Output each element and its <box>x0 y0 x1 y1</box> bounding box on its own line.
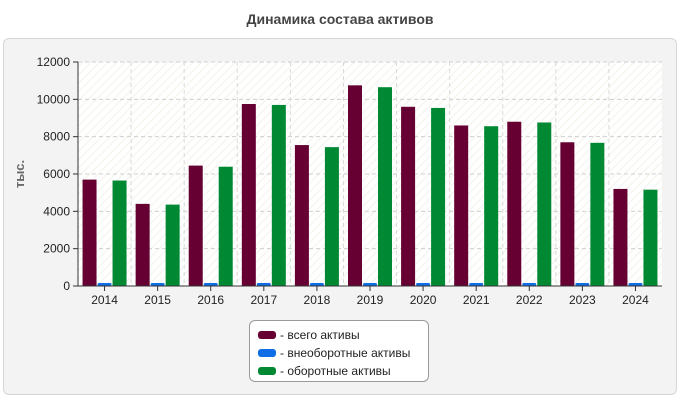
bar-noncurrent-2018 <box>309 283 324 286</box>
legend-swatch-current <box>258 367 276 375</box>
bar-total-2020 <box>401 106 416 286</box>
x-tick-label: 2020 <box>410 293 437 307</box>
bar-current-2019 <box>378 87 392 286</box>
bar-total-2019 <box>348 85 362 286</box>
bar-current-2022 <box>537 122 552 286</box>
x-tick-label: 2022 <box>516 293 543 307</box>
bar-current-2016 <box>218 166 233 286</box>
y-tick-label: 10000 <box>37 92 71 106</box>
bar-current-2014 <box>112 180 127 286</box>
bar-noncurrent-2020 <box>416 283 431 286</box>
x-tick-label: 2016 <box>197 293 224 307</box>
legend-label-current: - оборотные активы <box>280 364 391 378</box>
legend-swatch-total <box>258 331 276 339</box>
x-tick-label: 2023 <box>569 293 596 307</box>
x-tick-label: 2018 <box>304 293 331 307</box>
legend-item-noncurrent: - внеоборотные активы <box>258 344 428 362</box>
bar-noncurrent-2019 <box>363 283 377 286</box>
x-tick-label: 2019 <box>357 293 384 307</box>
legend: - всего активы - внеоборотные активы - о… <box>249 320 429 382</box>
bar-noncurrent-2017 <box>256 283 271 286</box>
bar-total-2014 <box>82 179 97 286</box>
bar-total-2017 <box>241 104 256 286</box>
bar-noncurrent-2016 <box>203 283 218 286</box>
y-tick-label: 4000 <box>43 204 70 218</box>
bar-noncurrent-2022 <box>522 283 537 286</box>
bar-total-2015 <box>135 203 150 286</box>
bar-noncurrent-2015 <box>150 283 165 286</box>
legend-item-total: - всего активы <box>258 326 428 344</box>
y-tick-label: 2000 <box>43 242 70 256</box>
bar-noncurrent-2021 <box>469 283 484 286</box>
y-axis-label: тыс. <box>12 160 27 188</box>
bar-total-2016 <box>188 165 203 286</box>
y-tick-label: 12000 <box>37 55 71 69</box>
bar-noncurrent-2024 <box>628 283 643 286</box>
bar-noncurrent-2023 <box>575 283 590 286</box>
bar-current-2023 <box>590 142 605 286</box>
x-tick-label: 2014 <box>91 293 118 307</box>
legend-label-total: - всего активы <box>280 328 360 342</box>
legend-item-current: - оборотные активы <box>258 362 428 380</box>
bar-total-2022 <box>507 121 522 286</box>
bar-current-2018 <box>324 147 339 286</box>
bar-total-2023 <box>560 142 575 286</box>
bar-current-2021 <box>484 126 499 286</box>
bar-total-2024 <box>613 188 628 286</box>
bar-total-2021 <box>454 125 469 286</box>
bar-current-2020 <box>431 107 446 286</box>
bar-current-2024 <box>643 189 658 286</box>
x-tick-label: 2017 <box>250 293 277 307</box>
bar-current-2017 <box>271 104 286 286</box>
bar-total-2018 <box>294 145 309 286</box>
y-tick-label: 6000 <box>43 167 70 181</box>
x-tick-label: 2024 <box>622 293 649 307</box>
x-tick-label: 2015 <box>144 293 171 307</box>
y-tick-label: 8000 <box>43 130 70 144</box>
legend-label-noncurrent: - внеоборотные активы <box>280 346 411 360</box>
x-tick-label: 2021 <box>463 293 490 307</box>
y-tick-label: 0 <box>63 279 70 293</box>
legend-swatch-noncurrent <box>258 349 276 357</box>
bar-noncurrent-2014 <box>97 283 112 286</box>
bar-current-2015 <box>165 204 180 286</box>
chart-title: Динамика состава активов <box>246 11 434 27</box>
